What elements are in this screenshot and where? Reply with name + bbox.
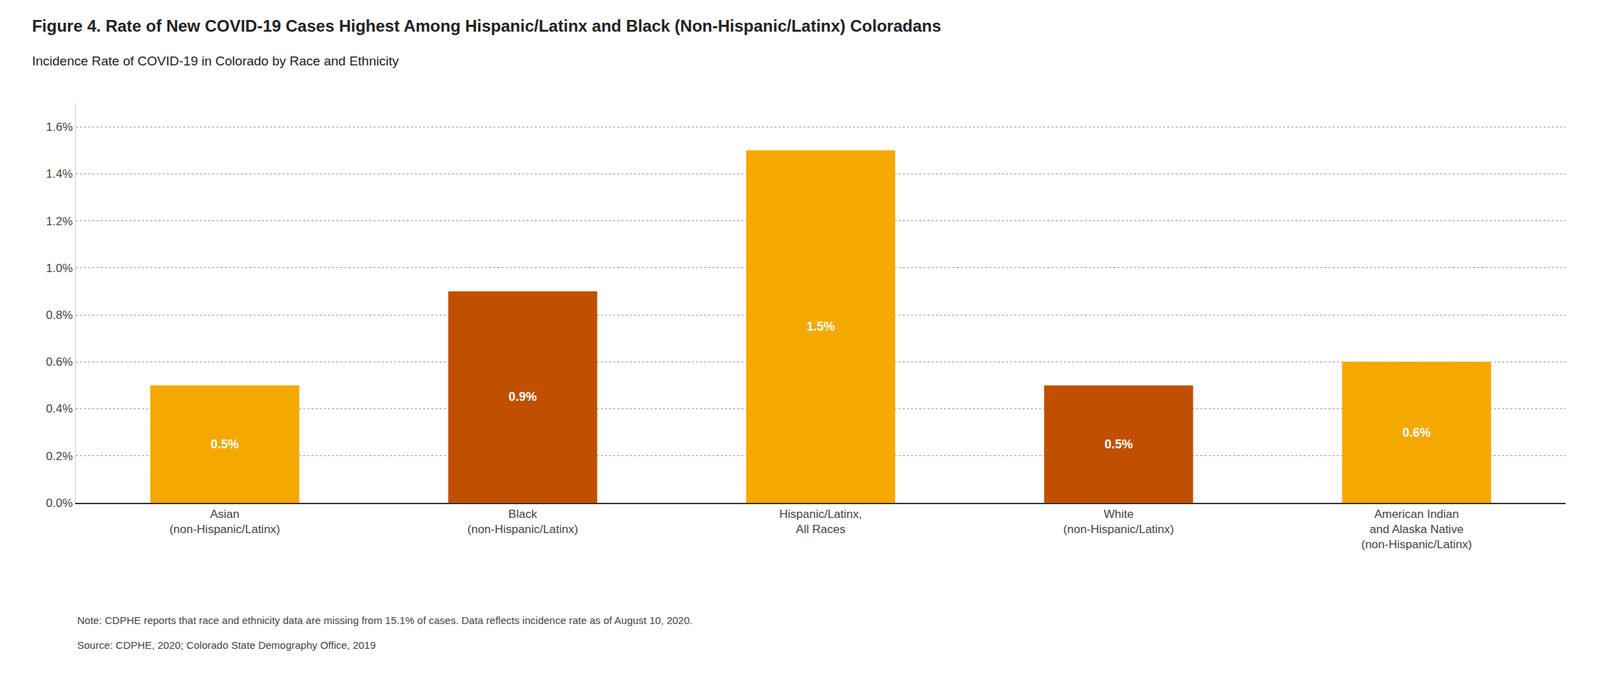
svg-text:1.0%: 1.0% [46,261,74,275]
svg-text:American Indianand Alaska Nati: American Indianand Alaska Native(non-His… [1360,507,1472,552]
svg-text:0.5%: 0.5% [1104,437,1133,452]
svg-text:1.6%: 1.6% [46,120,74,134]
svg-text:Hispanic/Latinx,All Races: Hispanic/Latinx,All Races [779,507,863,537]
svg-text:Figure 4. Rate of New COVID-19: Figure 4. Rate of New COVID-19 Cases Hig… [31,16,941,36]
svg-text:0.9%: 0.9% [508,390,537,404]
svg-text:0.5%: 0.5% [210,437,240,452]
svg-text:0.6%: 0.6% [46,355,74,369]
svg-text:Incidence Rate of COVID-19 in: Incidence Rate of COVID-19 in Colorado b… [31,53,399,69]
svg-text:Black(non-Hispanic/Latinx): Black(non-Hispanic/Latinx) [467,507,579,537]
svg-text:0.6%: 0.6% [1402,425,1431,440]
svg-text:1.5%: 1.5% [806,319,835,334]
svg-text:0.2%: 0.2% [46,449,74,464]
svg-text:White(non-Hispanic/Latinx): White(non-Hispanic/Latinx) [1063,507,1175,537]
svg-text:Source: CDPHE, 2020; Colorado: Source: CDPHE, 2020; Colorado State Demo… [77,639,376,652]
svg-text:Note: CDPHE reports that race: Note: CDPHE reports that race and ethnic… [77,614,693,627]
svg-text:0.0%: 0.0% [46,496,74,510]
svg-text:1.4%: 1.4% [46,167,74,181]
svg-text:Asian(non-Hispanic/Latinx): Asian(non-Hispanic/Latinx) [169,507,281,537]
svg-text:1.2%: 1.2% [46,214,74,229]
svg-text:0.8%: 0.8% [46,308,74,322]
svg-text:0.4%: 0.4% [46,402,74,416]
